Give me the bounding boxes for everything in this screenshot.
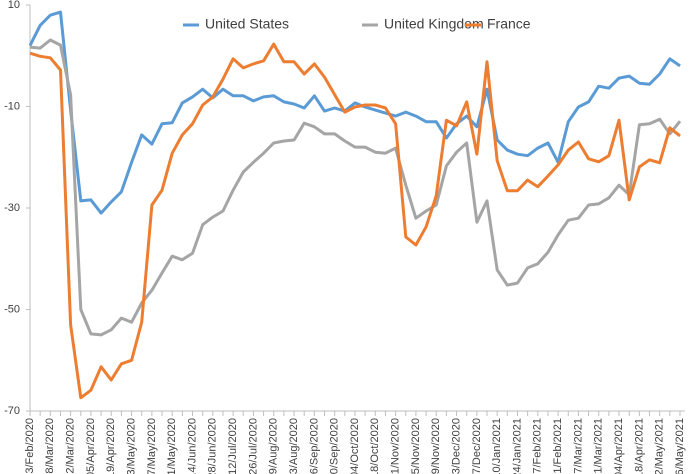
x-tick-label: 19/Apr/2020 — [105, 418, 117, 474]
x-tick-label: 24/Jan/2021 — [511, 418, 523, 474]
x-tick-label: 28/Jun/2020 — [207, 418, 219, 474]
x-tick-label: 06/Sep/2020 — [308, 418, 320, 474]
x-tick-label: 16/May/2021 — [674, 418, 686, 474]
x-tick-label: 22/Mar/2020 — [65, 418, 77, 474]
x-tick-label: 01/Nov/2020 — [390, 418, 402, 474]
x-tick-label: 21/Feb/2021 — [552, 418, 564, 474]
legend-label: United States — [205, 16, 289, 32]
x-tick-label: 04/Apr/2021 — [613, 418, 625, 474]
x-tick-label: 26/Jul/2020 — [247, 418, 259, 474]
x-tick-label: 08/Mar/2020 — [44, 418, 56, 474]
x-tick-label: 05/Apr/2020 — [85, 418, 97, 474]
y-tick-label: -50 — [4, 303, 20, 315]
x-tick-label: 18/Apr/2021 — [633, 418, 645, 474]
y-tick-label: -70 — [4, 405, 20, 417]
y-tick-label: -10 — [4, 100, 20, 112]
x-tick-label: 27/Dec/2020 — [471, 418, 483, 474]
legend-label: United Kingdom — [384, 16, 484, 32]
x-tick-label: 02/May/2021 — [654, 418, 666, 474]
x-tick-label: 23/Aug/2020 — [288, 418, 300, 474]
x-tick-label: 12/Jul/2020 — [227, 418, 239, 474]
x-tick-label: 15/Nov/2020 — [410, 418, 422, 474]
x-tick-label: 07/Mar/2021 — [572, 418, 584, 474]
x-tick-label: 23/Feb/2020 — [24, 418, 36, 474]
x-tick-label: 20/Sep/2020 — [329, 418, 341, 474]
y-tick-label: -30 — [4, 202, 20, 214]
y-tick-label: 10 — [8, 0, 20, 11]
x-tick-label: 17/May/2020 — [146, 418, 158, 474]
x-tick-label: 31/May/2020 — [166, 418, 178, 474]
x-tick-label: 09/Aug/2020 — [268, 418, 280, 474]
series-line — [28, 10, 681, 215]
x-tick-label: 03/May/2020 — [125, 418, 137, 474]
x-tick-label: 29/Nov/2020 — [430, 418, 442, 474]
legend-label: France — [487, 16, 531, 32]
x-tick-label: 14/Jun/2020 — [186, 418, 198, 474]
x-tick-label: 07/Feb/2021 — [532, 418, 544, 474]
x-tick-label: 13/Dec/2020 — [450, 418, 462, 474]
series-line — [29, 38, 682, 337]
series-line — [29, 42, 681, 400]
x-tick-label: 04/Oct/2020 — [349, 418, 361, 474]
x-tick-label: 21/Mar/2021 — [593, 418, 605, 474]
x-tick-label: 18/Oct/2020 — [369, 418, 381, 474]
x-tick-label: 10/Jan/2021 — [491, 418, 503, 474]
